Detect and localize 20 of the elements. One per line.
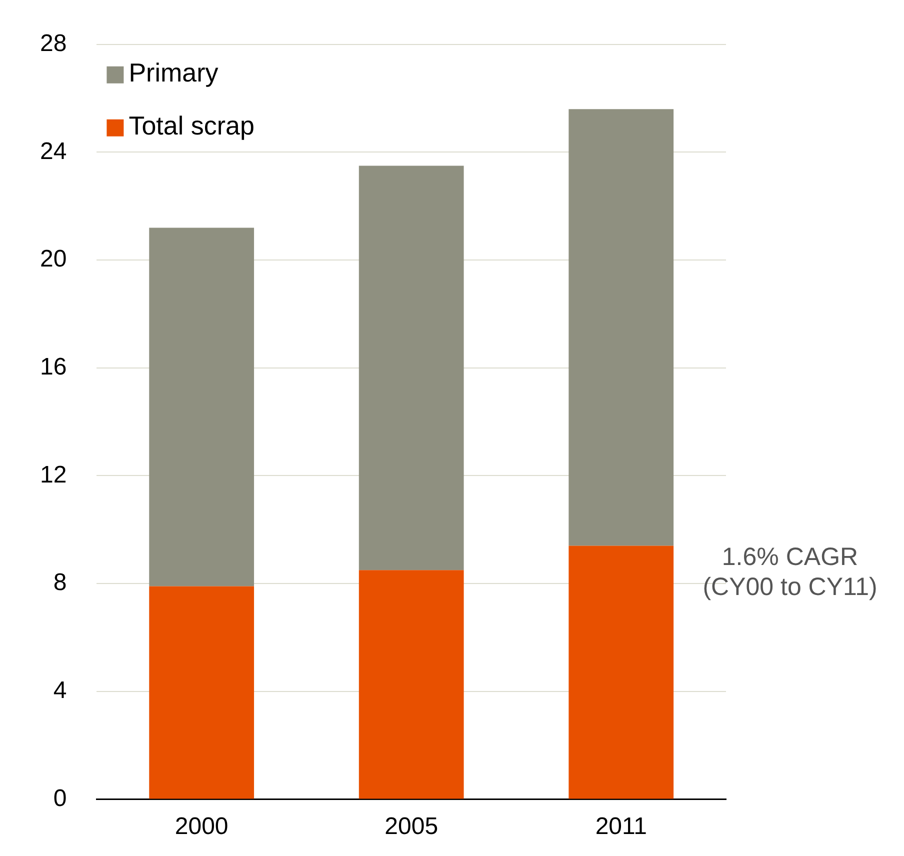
bar bbox=[568, 109, 674, 546]
bar bbox=[568, 546, 674, 799]
y-tick-label: 20 bbox=[40, 246, 67, 273]
bar bbox=[149, 228, 254, 586]
legend-label: Total scrap bbox=[128, 110, 254, 141]
bar bbox=[149, 586, 254, 799]
y-tick-label: 24 bbox=[40, 138, 67, 165]
y-tick-label: 8 bbox=[53, 569, 67, 596]
y-tick-label: 16 bbox=[40, 354, 67, 381]
x-tick-label: 2000 bbox=[174, 813, 228, 840]
y-tick-label: 28 bbox=[40, 30, 67, 58]
bar bbox=[358, 570, 464, 799]
x-tick-label: 2005 bbox=[384, 813, 438, 840]
y-tick-label: 12 bbox=[40, 461, 67, 488]
x-tick-label: 2011 bbox=[595, 813, 647, 840]
legend-label: Primary bbox=[128, 58, 218, 88]
y-tick-label: 4 bbox=[53, 676, 67, 704]
bar bbox=[358, 166, 464, 570]
y-tick-label: 0 bbox=[53, 784, 67, 812]
annotation: 1.6% CAGR (CY00 to CY11) bbox=[702, 542, 878, 602]
